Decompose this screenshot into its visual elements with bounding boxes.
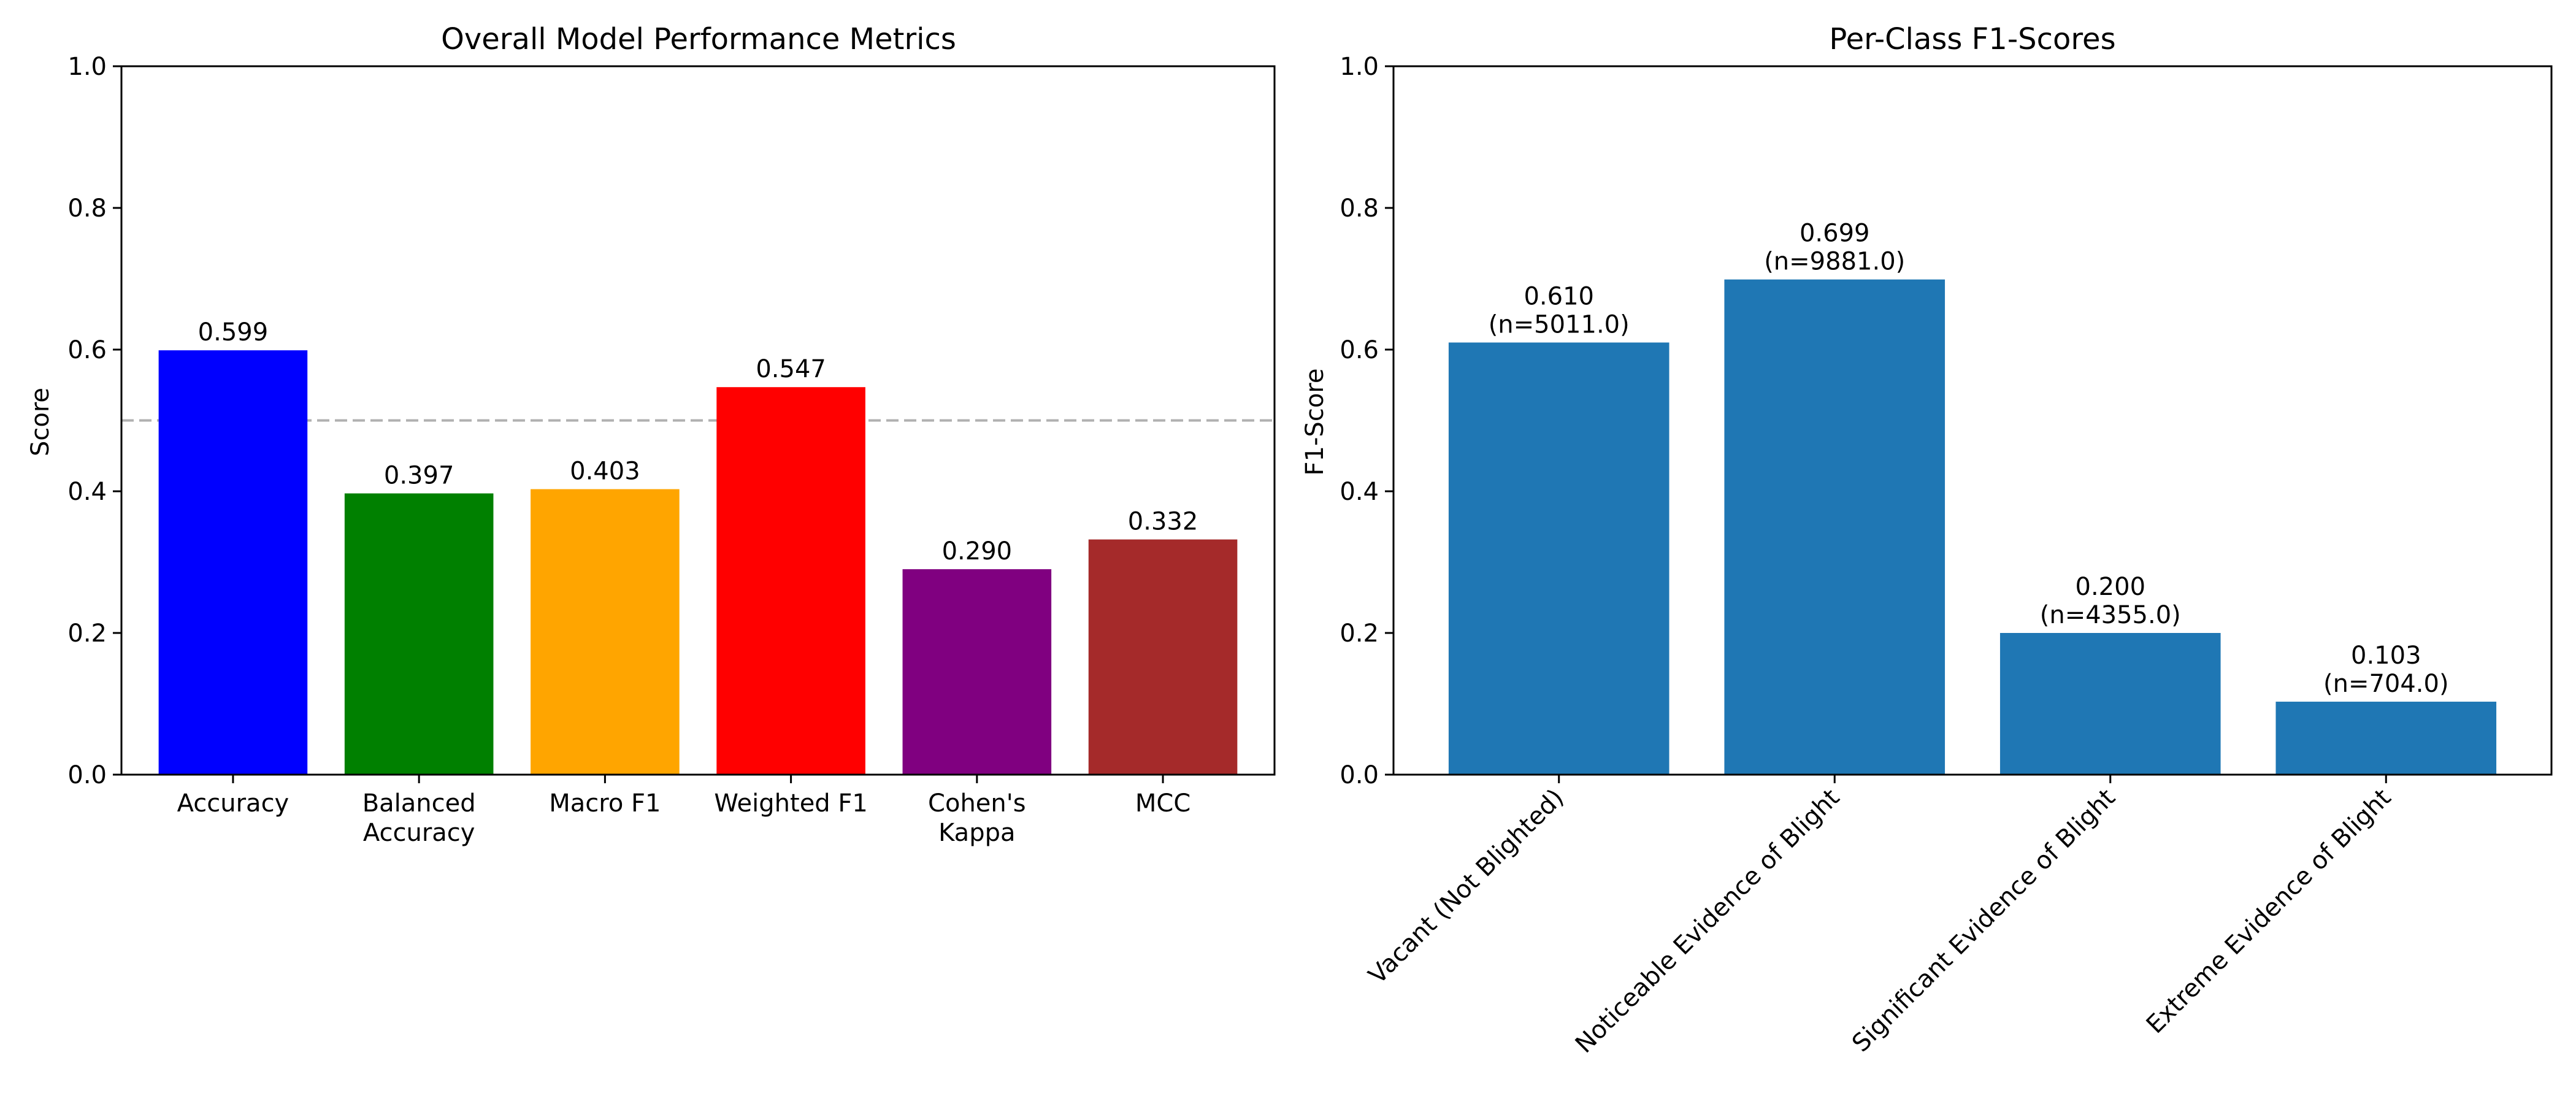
y-axis-label: F1-Score [1301, 369, 1329, 476]
y-tick-label: 0.4 [67, 478, 107, 506]
data-label: 0.610 [1524, 282, 1594, 310]
bar [903, 569, 1052, 775]
bar [716, 387, 865, 775]
bar [1089, 540, 1238, 775]
y-tick-label: 0.2 [67, 619, 107, 648]
x-tick-label: Weighted F1 [714, 789, 868, 818]
y-tick-label: 0.8 [67, 194, 107, 223]
x-tick-label: Macro F1 [549, 789, 661, 818]
chart-title: Overall Model Performance Metrics [441, 22, 956, 56]
x-tick-label: Accuracy [363, 819, 475, 847]
bar [1449, 342, 1669, 775]
data-label: 0.200 [2076, 573, 2146, 601]
data-label: 0.397 [384, 461, 454, 489]
data-label: 0.599 [198, 318, 269, 347]
y-tick-label: 0.6 [1340, 336, 1379, 364]
x-tick-label: Balanced [362, 789, 476, 818]
chart-title: Per-Class F1-Scores [1829, 22, 2115, 56]
bar [2275, 702, 2496, 775]
y-tick-label: 0.2 [1340, 619, 1379, 648]
data-label: 0.103 [2351, 642, 2421, 670]
data-label: 0.403 [570, 458, 640, 486]
data-label: (n=704.0) [2323, 670, 2449, 698]
y-tick-label: 0.0 [1340, 761, 1379, 789]
bar [159, 350, 308, 775]
x-tick-label: Kappa [938, 819, 1015, 847]
bar [2000, 633, 2221, 775]
x-tick-label: MCC [1135, 789, 1190, 818]
data-label: 0.290 [942, 537, 1013, 565]
bar [345, 493, 494, 775]
y-tick-label: 0.0 [67, 761, 107, 789]
data-label: 0.547 [756, 355, 826, 383]
y-tick-label: 0.4 [1340, 478, 1379, 506]
data-label: (n=9881.0) [1764, 248, 1905, 276]
data-label: (n=4355.0) [2040, 601, 2181, 629]
x-tick-label: Accuracy [177, 789, 289, 818]
y-axis-label: Score [26, 388, 55, 456]
y-tick-label: 0.8 [1340, 194, 1379, 223]
y-tick-label: 0.6 [67, 336, 107, 364]
bar [531, 489, 680, 775]
data-label: 0.332 [1128, 508, 1198, 536]
x-tick-label: Cohen's [928, 789, 1026, 818]
data-label: 0.699 [1800, 220, 1870, 248]
bar [1724, 280, 1945, 775]
y-tick-label: 1.0 [67, 53, 107, 81]
y-tick-label: 1.0 [1340, 53, 1379, 81]
data-label: (n=5011.0) [1489, 310, 1630, 339]
